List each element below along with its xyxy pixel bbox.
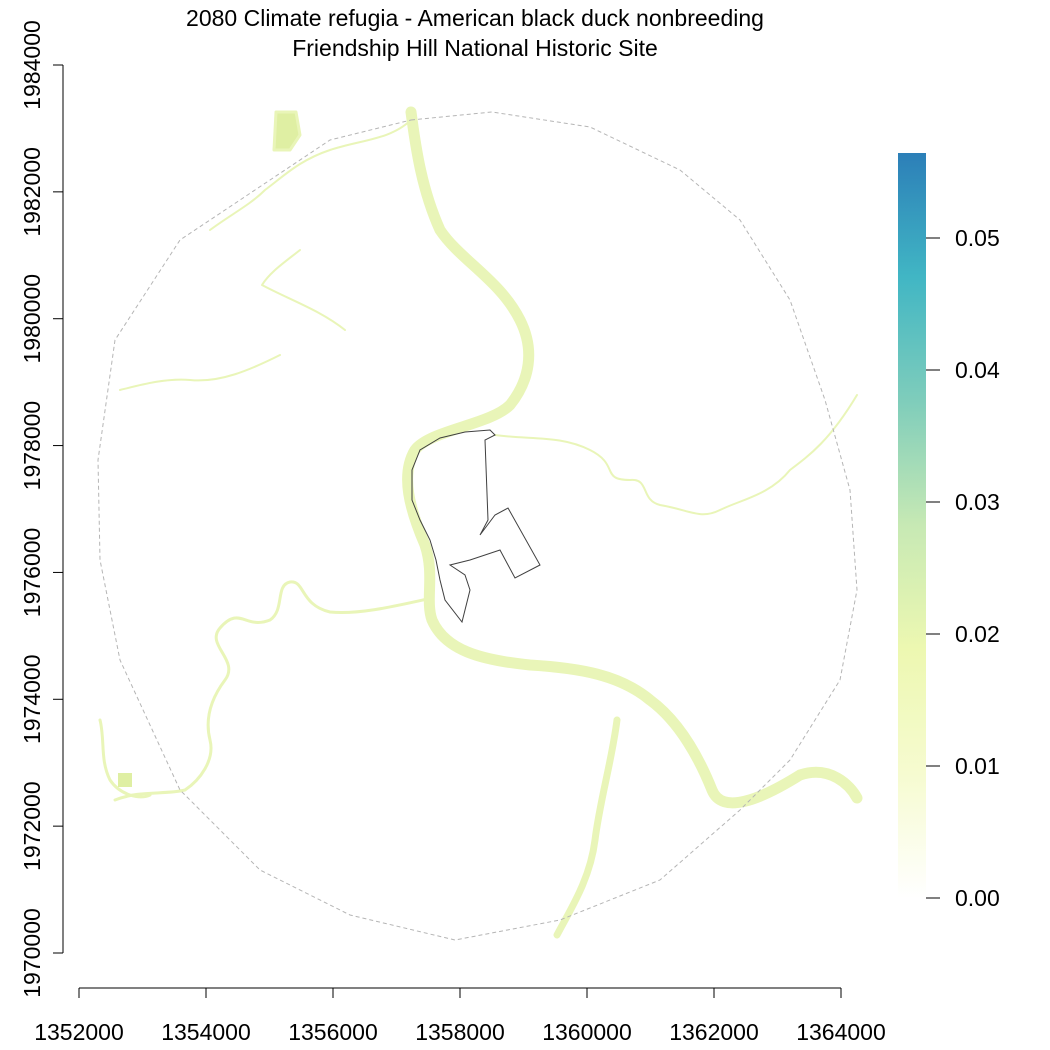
x-tick-label: 1362000 <box>669 1019 759 1045</box>
color-bar <box>898 153 926 898</box>
y-tick-label: 1976000 <box>19 528 45 618</box>
colorbar-tick-label: 0.00 <box>955 885 1000 911</box>
y-tick-label: 1984000 <box>19 20 45 110</box>
stream-southwest <box>98 718 152 799</box>
stream-west-2 <box>119 354 281 391</box>
stream-northwest <box>261 249 346 331</box>
colorbar-tick-label: 0.04 <box>955 357 1000 383</box>
colorbar-tick-label: 0.01 <box>955 753 1000 779</box>
stream-north <box>209 119 412 231</box>
colorbar-tick-label: 0.03 <box>955 489 1000 515</box>
y-tick-label: 1970000 <box>19 908 45 998</box>
color-legend: 0.00 0.01 0.02 0.03 0.04 0.05 <box>898 153 1000 911</box>
y-tick-label: 1972000 <box>19 781 45 871</box>
park-boundary <box>411 429 541 624</box>
refugia-raster <box>98 106 863 939</box>
x-tick-label: 1364000 <box>796 1019 886 1045</box>
patch-north <box>272 110 302 152</box>
map-subtitle: Friendship Hill National Historic Site <box>292 35 658 61</box>
y-tick-label: 1974000 <box>19 655 45 745</box>
stream-east <box>494 394 858 516</box>
main-river <box>402 106 863 809</box>
x-tick-label: 1358000 <box>415 1019 505 1045</box>
x-axis: 1352000 1354000 1356000 1358000 1360000 13620… <box>34 987 886 1045</box>
y-tick-label: 1978000 <box>19 401 45 491</box>
buffer-boundary <box>97 111 858 941</box>
colorbar-tick-label: 0.05 <box>955 225 1000 251</box>
y-tick-label: 1982000 <box>19 147 45 237</box>
y-tick-label: 1980000 <box>19 274 45 364</box>
stream-west <box>113 580 434 802</box>
x-tick-label: 1356000 <box>288 1019 378 1045</box>
y-axis: 1970000 1972000 1974000 1976000 1978000 19800… <box>19 20 64 998</box>
colorbar-tick-label: 0.02 <box>955 621 1000 647</box>
patch-southwest <box>118 773 132 787</box>
south-tributary <box>553 716 621 939</box>
x-tick-label: 1352000 <box>34 1019 124 1045</box>
map-title: 2080 Climate refugia - American black du… <box>186 5 764 31</box>
x-tick-label: 1360000 <box>542 1019 632 1045</box>
x-tick-label: 1354000 <box>161 1019 251 1045</box>
